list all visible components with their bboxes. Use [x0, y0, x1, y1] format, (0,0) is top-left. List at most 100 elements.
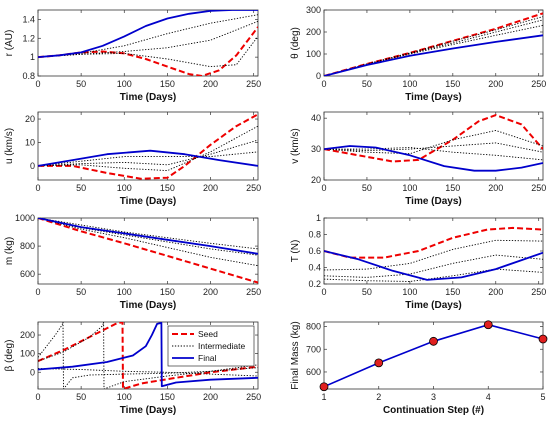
- x-tick-label: 100: [402, 79, 417, 89]
- x-tick-label: 150: [445, 79, 460, 89]
- plot-frame: [37, 9, 259, 77]
- x-axis-label: Time (Days): [405, 300, 462, 311]
- series-line-final: [324, 34, 543, 76]
- x-tick-label: 0: [321, 287, 326, 297]
- x-tick-label: 100: [117, 287, 132, 297]
- x-tick-label: 50: [362, 287, 372, 297]
- y-axis-label: v (km/s): [290, 128, 301, 164]
- x-tick-label: 50: [76, 392, 86, 402]
- x-tick-label: 250: [531, 287, 546, 297]
- x-tick-label: 100: [117, 392, 132, 402]
- series-line-intermediate: [324, 142, 543, 153]
- y-tick-label: 0.8: [308, 230, 321, 240]
- x-tick-label: 50: [362, 183, 372, 193]
- series-group: [324, 12, 543, 76]
- x-tick-label: 0: [35, 392, 40, 402]
- subplot-5: 0 50 100 150 200 250 600 800 1000 Time (Days) m (k…: [4, 213, 261, 311]
- series-line-intermediate: [324, 130, 543, 155]
- x-tick-label: 0: [35, 79, 40, 89]
- series-line-intermediate: [38, 125, 258, 172]
- plot-frame: [323, 321, 544, 390]
- y-axis-label: θ (deg): [290, 27, 301, 59]
- x-tick-label: 200: [488, 183, 503, 193]
- x-axis-label: Continuation Step (#): [383, 405, 484, 416]
- y-tick-label: 300: [306, 5, 321, 15]
- y-tick-label: 1000: [15, 213, 35, 223]
- series-line-final: [324, 250, 543, 281]
- x-tick-label: 5: [540, 392, 545, 402]
- y-tick-label: 10: [25, 137, 35, 147]
- y-tick-label: 40: [311, 113, 321, 123]
- y-tick-label: 0.8: [22, 71, 35, 81]
- y-tick-label: 0.2: [308, 279, 321, 289]
- x-tick-label: 200: [203, 392, 218, 402]
- series-group: [38, 322, 258, 389]
- y-tick-label: 800: [20, 241, 35, 251]
- x-axis-label: Time (Days): [120, 196, 177, 207]
- y-axis-label: r (AU): [4, 30, 15, 57]
- x-tick-label: 150: [445, 287, 460, 297]
- y-tick-label: 0.4: [308, 263, 321, 273]
- y-tick-label: 100: [306, 49, 321, 59]
- x-tick-label: 250: [246, 392, 261, 402]
- data-point: [429, 336, 438, 346]
- series-line-intermediate: [38, 218, 258, 267]
- y-tick-label: 100: [20, 349, 35, 359]
- data-point: [319, 382, 329, 392]
- x-tick-label: 0: [35, 287, 40, 297]
- series-line-seed: [38, 322, 258, 389]
- x-tick-label: 200: [203, 183, 218, 193]
- series-line-intermediate: [38, 151, 258, 167]
- series-line-final: [38, 10, 258, 58]
- x-tick-label: 150: [160, 287, 175, 297]
- x-tick-label: 250: [531, 183, 546, 193]
- series-line-final: [38, 322, 258, 388]
- x-tick-label: 100: [117, 183, 132, 193]
- subplot-7: 0 50 100 150 200 250 0 100 200 Time (Days) β (deg)…: [4, 321, 261, 416]
- y-axis-label: Final Mass (kg): [290, 321, 301, 389]
- y-tick-label: 0: [316, 71, 321, 81]
- x-tick-label: 250: [246, 287, 261, 297]
- series-line-intermediate: [38, 20, 258, 58]
- x-tick-label: 150: [445, 183, 460, 193]
- legend-box: [167, 325, 255, 367]
- data-point: [483, 320, 493, 330]
- y-tick-label: 200: [306, 27, 321, 37]
- y-axis-label: m (kg): [4, 237, 15, 265]
- y-tick-label: 1: [30, 52, 35, 62]
- series-line-intermediate: [38, 139, 258, 167]
- x-tick-label: 150: [160, 392, 175, 402]
- x-tick-label: 150: [160, 183, 175, 193]
- y-tick-label: 700: [306, 344, 321, 354]
- y-tick-label: 0: [30, 161, 35, 171]
- subplot-6: 0 50 100 150 200 250 0.2 0.4 0.6 0.8 1 Time (Days) T…: [290, 213, 546, 311]
- y-tick-label: 600: [306, 367, 321, 377]
- x-tick-label: 0: [35, 183, 40, 193]
- y-axis-label: u (km/s): [4, 128, 15, 164]
- subplot-8: 1 2 3 4 5 600 700 800 Continuation Step (#) Final…: [290, 320, 548, 416]
- y-tick-label: 0.6: [308, 246, 321, 256]
- y-tick-label: 1: [316, 213, 321, 223]
- x-tick-label: 2: [376, 392, 381, 402]
- subplot-2: 0 50 100 150 200 250 0 100 200 300 Time (Days) θ (d…: [290, 5, 546, 103]
- x-tick-label: 0: [321, 79, 326, 89]
- x-axis-label: Time (Days): [405, 196, 462, 207]
- legend-label-intermediate: Intermediate: [198, 341, 246, 351]
- series-line-seed: [38, 113, 258, 180]
- x-tick-label: 200: [488, 79, 503, 89]
- y-tick-label: 30: [311, 144, 321, 154]
- x-axis-label: Time (Days): [405, 92, 462, 103]
- plot-frame: [37, 217, 259, 285]
- y-tick-label: 20: [25, 114, 35, 124]
- y-tick-label: 1.4: [22, 14, 35, 24]
- subplot-1: 0 50 100 150 200 250 0.8 1 1.2 1.4 Time (Days) r (A…: [4, 9, 261, 103]
- x-tick-label: 200: [488, 287, 503, 297]
- series-line-intermediate: [324, 19, 543, 76]
- subplot-4: 0 50 100 150 200 250 20 30 40 Time (Days) v (km/s): [290, 111, 546, 207]
- series-line-intermediate: [324, 24, 543, 76]
- y-tick-label: 1.2: [22, 33, 35, 43]
- series-line-intermediate: [324, 254, 543, 278]
- x-tick-label: 1: [321, 392, 326, 402]
- legend-label-final: Final: [198, 353, 217, 363]
